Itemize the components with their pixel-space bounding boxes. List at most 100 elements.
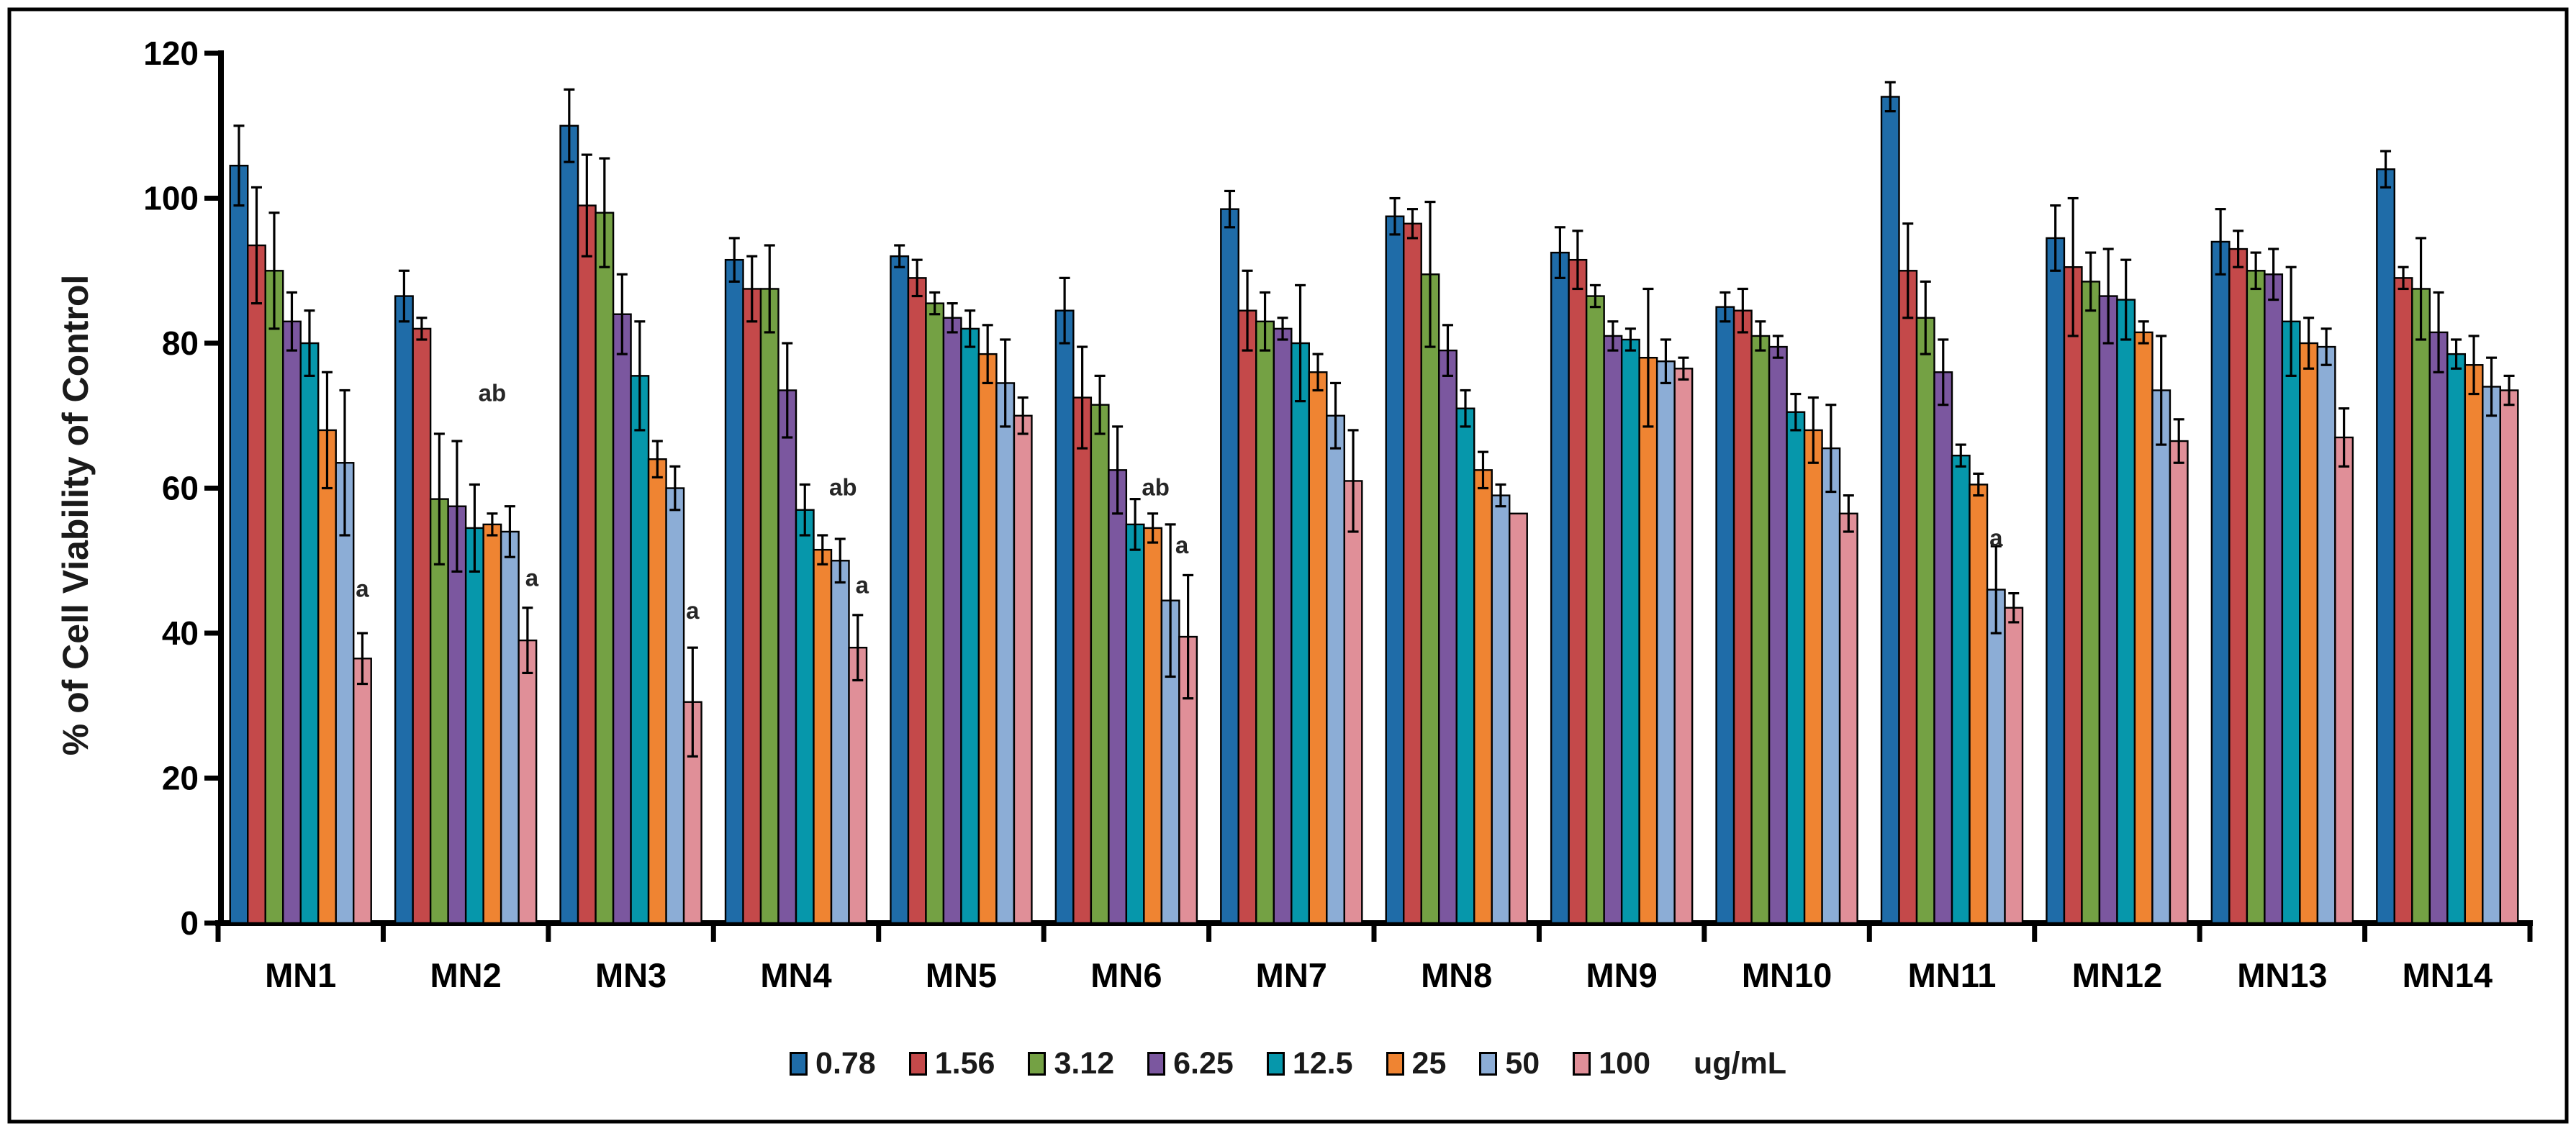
legend-label: 25 <box>1411 1045 1447 1081</box>
legend-item-100: 100 <box>1573 1048 1650 1079</box>
bar-MN1-12.5 <box>299 342 320 925</box>
bar-MN7-1.56 <box>1237 309 1257 925</box>
legend-label: 3.12 <box>1054 1045 1115 1081</box>
legend-swatch <box>1479 1051 1498 1076</box>
legend-label: 12.5 <box>1292 1045 1353 1081</box>
significance-annotation: ab <box>1142 474 1170 501</box>
bar-MN3-12.5 <box>630 375 650 925</box>
bar-MN2-25 <box>482 523 502 925</box>
bar-MN1-100 <box>353 658 372 925</box>
legend-swatch <box>1028 1051 1047 1076</box>
legend-label: 50 <box>1505 1045 1540 1081</box>
bar-MN11-0.78 <box>1880 96 1900 925</box>
legend-label: 100 <box>1599 1045 1650 1081</box>
bar-MN4-0.78 <box>724 258 744 925</box>
bar-MN14-100 <box>2499 389 2519 925</box>
bar-MN14-1.56 <box>2393 277 2413 925</box>
figure-border <box>7 7 2569 1124</box>
bar-MN3-6.25 <box>612 313 632 925</box>
y-tick-label: 20 <box>162 760 199 797</box>
bar-MN1-3.12 <box>264 270 284 925</box>
bar-MN11-100 <box>2004 607 2024 925</box>
bar-MN12-3.12 <box>2081 281 2101 925</box>
bar-MN11-3.12 <box>1915 317 1935 925</box>
x-category-label: MN12 <box>2072 956 2162 994</box>
bar-MN8-25 <box>1473 469 1493 925</box>
legend-item-6.25: 6.25 <box>1147 1048 1234 1079</box>
legend-label: 6.25 <box>1173 1045 1234 1081</box>
bar-MN3-0.78 <box>559 124 579 925</box>
bar-MN8-0.78 <box>1385 215 1405 925</box>
legend-item-0.78: 0.78 <box>790 1048 876 1079</box>
bar-MN5-6.25 <box>942 317 962 925</box>
x-category-label: MN11 <box>1908 956 1997 994</box>
bar-MN6-25 <box>1143 527 1163 925</box>
bar-MN2-50 <box>500 530 520 925</box>
legend-swatch <box>1147 1051 1166 1076</box>
bar-MN5-0.78 <box>890 255 910 925</box>
legend-label: 1.56 <box>934 1045 995 1081</box>
legend-swatch <box>1573 1051 1591 1076</box>
y-tick-label: 40 <box>162 614 199 652</box>
x-category-label: MN1 <box>265 956 336 994</box>
significance-annotation: a <box>686 597 700 624</box>
legend-swatch <box>908 1051 927 1076</box>
bar-MN10-12.5 <box>1786 411 1806 925</box>
bar-MN11-25 <box>1969 483 1989 925</box>
significance-annotation: a <box>856 572 869 599</box>
significance-annotation: a <box>525 565 539 591</box>
bar-MN9-12.5 <box>1620 338 1640 925</box>
y-tick-label: 100 <box>143 180 199 217</box>
y-axis-title: % of Cell Viability of Control <box>55 275 96 756</box>
legend-item-1.56: 1.56 <box>908 1045 995 1081</box>
bar-MN14-25 <box>2464 364 2484 925</box>
bar-MN12-12.5 <box>2116 299 2136 925</box>
x-category-label: MN5 <box>926 956 997 994</box>
bar-MN13-1.56 <box>2228 247 2249 925</box>
bar-MN4-25 <box>813 548 833 925</box>
bar-MN12-100 <box>2169 440 2189 925</box>
bar-MN3-1.56 <box>577 204 597 925</box>
bar-MN5-12.5 <box>960 327 980 925</box>
bar-MN2-12.5 <box>464 527 484 925</box>
bar-MN13-100 <box>2334 436 2354 925</box>
x-category-label: MN10 <box>1742 956 1832 994</box>
x-category-label: MN2 <box>430 956 502 994</box>
bar-MN2-0.78 <box>394 295 414 925</box>
bar-MN9-100 <box>1673 368 1694 925</box>
legend-item-12.5: 12.5 <box>1266 1045 1353 1081</box>
bar-MN1-25 <box>317 429 337 925</box>
bar-MN11-1.56 <box>1898 270 1918 925</box>
bar-MN9-6.25 <box>1603 335 1623 925</box>
x-category-label: MN9 <box>1586 956 1658 994</box>
x-category-label: MN4 <box>760 956 831 994</box>
bar-MN7-50 <box>1326 414 1345 925</box>
bar-MN12-0.78 <box>2046 237 2066 925</box>
bar-MN12-1.56 <box>2063 266 2083 925</box>
x-category-label: MN7 <box>1256 956 1327 994</box>
bar-MN13-6.25 <box>2264 273 2284 925</box>
plot-area: 0 20 40 60 80 100 120 MN1 MN2 MN3 MN4 MN5 MN6 MN7 MN8 M… <box>143 35 2534 994</box>
legend-label: 0.78 <box>815 1045 876 1081</box>
legend-item-50: 50 <box>1479 1048 1540 1079</box>
bar-MN1-6.25 <box>282 320 302 925</box>
legend-item-3.12: 3.12 <box>1028 1048 1114 1079</box>
bar-MN4-6.25 <box>777 389 797 925</box>
bar-MN9-3.12 <box>1585 295 1605 925</box>
bar-MN4-1.56 <box>742 288 762 925</box>
bar-MN13-12.5 <box>2281 320 2301 925</box>
bar-MN13-50 <box>2316 345 2336 925</box>
bar-MN5-25 <box>977 353 998 925</box>
bar-MN1-1.56 <box>247 244 266 925</box>
bar-MN10-25 <box>1803 429 1823 925</box>
legend-unit-label: ug/mL <box>1693 1045 1786 1081</box>
bar-MN14-50 <box>2482 386 2502 925</box>
legend-item-25: 25 <box>1386 1045 1447 1081</box>
bar-MN9-50 <box>1655 360 1676 925</box>
bar-MN6-3.12 <box>1090 404 1110 925</box>
bar-MN14-12.5 <box>2446 353 2467 925</box>
bar-MN6-12.5 <box>1125 523 1145 925</box>
bar-MN12-25 <box>2133 331 2154 925</box>
bar-MN3-3.12 <box>595 212 615 925</box>
